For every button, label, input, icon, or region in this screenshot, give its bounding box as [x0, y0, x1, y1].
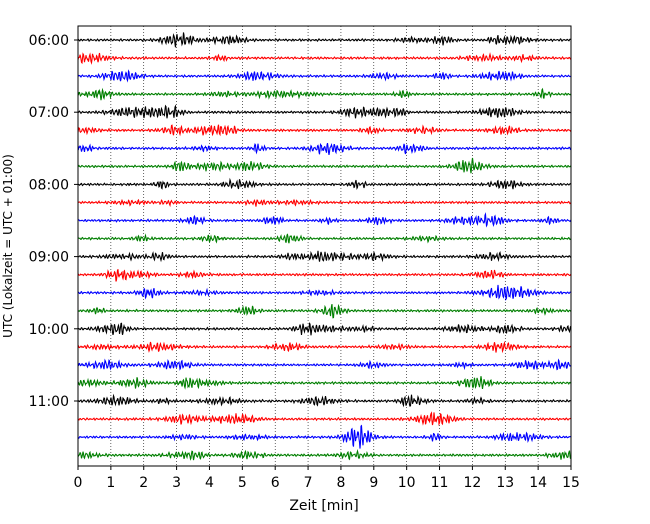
y-tick-label: 06:00 [29, 33, 69, 49]
seismogram-trace [77, 233, 572, 244]
x-tick-label: 6 [271, 475, 280, 491]
x-tick-label: 4 [205, 475, 214, 491]
x-axis-ticks: 0 1 2 3 4 5 6 7 8 9 10 11 12 13 14 15 [74, 466, 580, 491]
x-tick-label: 8 [336, 475, 345, 491]
seismogram-trace [77, 32, 572, 48]
seismogram-trace [77, 177, 572, 190]
x-tick-label: 14 [529, 475, 547, 491]
x-axis-label: Zeit [min] [289, 498, 358, 514]
seismogram-trace [77, 212, 572, 228]
seismogram-trace [77, 411, 572, 427]
x-tick-label: 13 [496, 475, 514, 491]
seismogram-trace [77, 424, 572, 449]
seismogram-trace [77, 250, 572, 263]
x-tick-label: 5 [238, 475, 247, 491]
seismogram-trace [77, 358, 572, 371]
x-tick-label: 15 [562, 475, 580, 491]
x-tick-label: 11 [431, 475, 449, 491]
y-tick-label: 11:00 [29, 394, 69, 410]
y-tick-label: 10:00 [29, 322, 69, 338]
x-tick-label: 7 [304, 475, 313, 491]
y-axis-ticks: 06:00 07:00 08:00 09:00 10:00 11:00 [29, 33, 78, 410]
x-tick-label: 10 [398, 475, 416, 491]
x-tick-label: 1 [106, 475, 115, 491]
x-tick-label: 3 [172, 475, 181, 491]
y-tick-label: 07:00 [29, 105, 69, 121]
seismogram-trace [77, 124, 572, 137]
seismogram-trace [77, 376, 572, 390]
seismogram-trace [77, 303, 572, 319]
seismogram-trace [77, 449, 572, 461]
x-tick-label: 9 [369, 475, 378, 491]
grid-lines [110, 26, 539, 466]
helicorder-traces [77, 32, 572, 461]
seismogram-trace [77, 393, 572, 408]
seismogram-trace [77, 104, 572, 119]
x-tick-label: 12 [463, 475, 481, 491]
seismogram-trace [77, 69, 572, 83]
x-tick-label: 0 [74, 475, 83, 491]
seismogram-trace [77, 87, 572, 101]
seismogram-trace [77, 322, 572, 336]
seismogram-trace [77, 198, 572, 208]
seismogram-trace [77, 269, 572, 282]
y-axis-label: UTC (Lokalzeit = UTC + 01:00) [1, 154, 15, 338]
seismogram-trace [77, 157, 572, 174]
seismogram-trace [77, 340, 572, 354]
y-tick-label: 08:00 [29, 177, 69, 193]
plot-frame [77, 25, 572, 467]
seismogram-trace [77, 142, 572, 155]
seismogram-trace [77, 284, 572, 302]
seismogram-trace [77, 52, 572, 65]
y-tick-label: 09:00 [29, 250, 69, 266]
x-tick-label: 2 [139, 475, 148, 491]
